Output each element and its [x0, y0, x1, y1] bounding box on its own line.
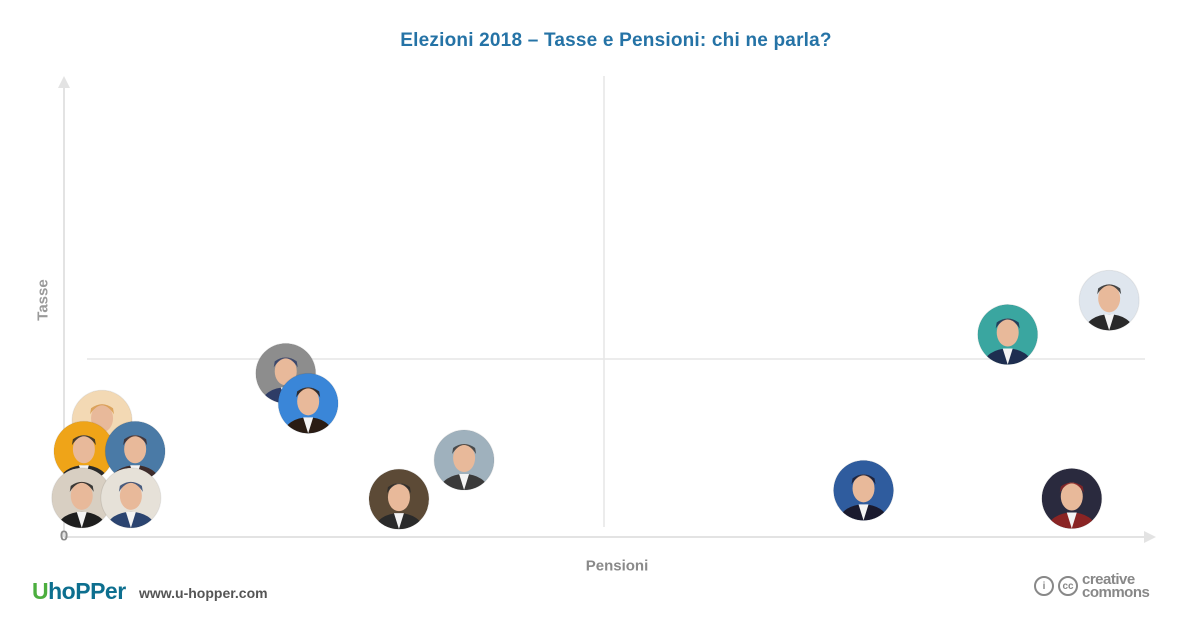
avatar-hair [851, 474, 876, 485]
avatar-point [434, 430, 495, 491]
avatar-shoulders [839, 504, 888, 521]
avatar-face [387, 483, 410, 512]
avatar-hair [69, 481, 94, 492]
avatar-face [72, 435, 95, 464]
avatar-hair [1059, 482, 1084, 493]
avatar-face [852, 474, 875, 503]
avatar-collar [76, 511, 87, 528]
uhopper-logo: UhoPPer [32, 575, 126, 605]
avatar-face [70, 481, 93, 510]
avatar-outline [100, 467, 162, 529]
logo-rest: hoPPer [48, 578, 126, 604]
cc-line-2: commons [1082, 584, 1150, 601]
avatar-collar [393, 513, 404, 530]
avatar-collar [303, 417, 314, 434]
avatar-outline [277, 372, 339, 434]
avatar-hair [71, 435, 96, 446]
avatar-shoulders [440, 474, 489, 491]
avatar-face [124, 435, 147, 464]
avatar-face [297, 387, 320, 416]
avatar-point [51, 467, 112, 528]
avatar-face [996, 318, 1019, 347]
avatar-hair [1097, 284, 1122, 295]
avatar-shoulders [983, 348, 1032, 365]
avatar-outline [368, 468, 430, 530]
y-axis-label: Tasse [34, 279, 52, 321]
cc-icon: cc [1058, 576, 1078, 596]
avatar-shoulders [1047, 512, 1096, 529]
avatar-face [1060, 482, 1083, 511]
avatar-point [1079, 270, 1140, 331]
avatar-face [119, 481, 142, 510]
avatar-shoulders [374, 513, 423, 530]
avatar-collar [459, 474, 470, 491]
avatar-point [1041, 468, 1102, 529]
avatar-collar [858, 504, 869, 521]
avatar-shoulders [284, 417, 333, 434]
avatar-point [977, 304, 1038, 365]
avatar-outline [977, 304, 1039, 366]
avatar-outline [1078, 269, 1140, 331]
origin-label: 0 [59, 527, 69, 545]
avatar-point [278, 373, 339, 434]
creative-commons-badge: i cc creative commons [1034, 571, 1150, 601]
avatar-hair [273, 357, 298, 368]
avatar-collar [1002, 348, 1013, 365]
avatar-hair [452, 444, 477, 455]
avatar-outline [1041, 468, 1103, 530]
avatar-hair [118, 481, 143, 492]
chart-title: Elezioni 2018 – Tasse e Pensioni: chi ne… [400, 30, 832, 51]
website-link[interactable]: www.u-hopper.com [139, 585, 268, 601]
avatar-shoulders [1085, 314, 1134, 331]
avatar-hair [296, 387, 321, 398]
avatar-face [453, 444, 476, 473]
avatar-collar [1104, 314, 1115, 331]
x-axis-label: Pensioni [585, 557, 649, 575]
y-axis-arrow [58, 76, 70, 88]
avatar-point [368, 469, 429, 530]
avatar-collar [125, 511, 136, 528]
avatar-face [1098, 284, 1121, 313]
logo-text: UhoPPer [32, 578, 126, 605]
avatar-hair [995, 318, 1020, 329]
x-axis-arrow [1144, 531, 1156, 543]
data-points [51, 269, 1140, 530]
avatar-outline [833, 459, 895, 521]
avatar-hair [123, 435, 148, 446]
avatar-collar [1066, 512, 1077, 529]
avatar-face [274, 357, 297, 386]
avatar-hair [386, 483, 411, 494]
avatar-outline [433, 429, 495, 491]
avatar-point [833, 460, 894, 521]
avatar-point [100, 467, 161, 528]
cc-line-1: creative [1082, 571, 1135, 588]
attribution-icon: i [1034, 576, 1054, 596]
avatar-hair [90, 404, 115, 415]
cc-text: creative commons [1082, 571, 1150, 601]
logo-u: U [32, 578, 49, 604]
